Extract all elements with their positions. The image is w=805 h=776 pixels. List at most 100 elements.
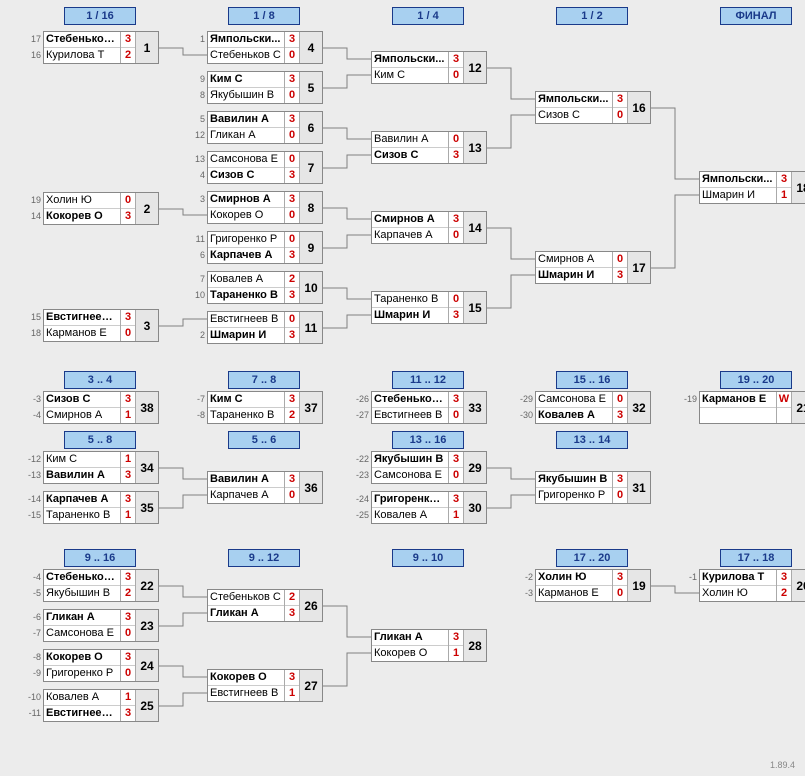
seed: 19 — [27, 193, 41, 208]
player-name: Евстигнеев В — [44, 706, 120, 721]
player-name: Вавилин А — [208, 112, 284, 128]
player-name: Тараненко В — [44, 508, 120, 523]
player-name: Смирнов А — [44, 408, 120, 423]
seed: -23 — [355, 468, 369, 483]
round-header: 11 .. 12 — [392, 371, 464, 389]
score: 0 — [285, 128, 299, 143]
score: 0 — [285, 88, 299, 103]
round-header: 1 / 8 — [228, 7, 300, 25]
seed: 18 — [27, 326, 41, 341]
match-number: 6 — [299, 112, 322, 143]
player-name: Карпачев А — [208, 248, 284, 263]
player-name: Вавилин А — [372, 132, 448, 148]
player-name: Шмарин И — [536, 268, 612, 283]
player-name: Стебеньков С — [372, 392, 448, 408]
player-name: Ковалев А — [208, 272, 284, 288]
score: 3 — [613, 92, 627, 108]
player-name: Кокорев О — [44, 650, 120, 666]
match-7: Самсонова ЕСизов С037 — [207, 151, 323, 184]
round-header: 15 .. 16 — [556, 371, 628, 389]
round-header: 9 .. 12 — [228, 549, 300, 567]
round-header: 5 .. 8 — [64, 431, 136, 449]
round-header: 1 / 2 — [556, 7, 628, 25]
seed: 15 — [27, 310, 41, 325]
match-number: 8 — [299, 192, 322, 223]
match-23: Гликан АСамсонова Е3023 — [43, 609, 159, 642]
score: 3 — [121, 610, 135, 626]
seed: 13 — [191, 152, 205, 167]
match-26: Стебеньков СГликан А2326 — [207, 589, 323, 622]
player-name: Якубышин В — [536, 472, 612, 488]
round-header: ФИНАЛ — [720, 7, 792, 25]
seed: -13 — [27, 468, 41, 483]
seed: 9 — [191, 72, 205, 87]
player-name: Карпачев А — [372, 228, 448, 243]
player-name: Тараненко В — [208, 408, 284, 423]
score: 3 — [121, 468, 135, 483]
match-31: Якубышин ВГригоренко Р3031 — [535, 471, 651, 504]
score: 3 — [285, 32, 299, 48]
match-13: Вавилин АСизов С0313 — [371, 131, 487, 164]
seed: -3 — [519, 586, 533, 601]
seed: -14 — [27, 492, 41, 507]
player-name: Ямпольски... — [700, 172, 776, 188]
player-name: Самсонова Е — [372, 468, 448, 483]
match-number: 21 — [791, 392, 805, 423]
player-name: Ким С — [372, 68, 448, 83]
match-33: Стебеньков СЕвстигнеев В3033 — [371, 391, 487, 424]
score: 3 — [613, 268, 627, 283]
seed: -9 — [27, 666, 41, 681]
seed: 4 — [191, 168, 205, 183]
score: 3 — [613, 570, 627, 586]
player-name: Самсонова Е — [536, 392, 612, 408]
seed: -5 — [27, 586, 41, 601]
seed: 5 — [191, 112, 205, 127]
player-name: Стебеньков С — [208, 590, 284, 606]
player-name: Ямпольски... — [208, 32, 284, 48]
score: 0 — [449, 132, 463, 148]
player-name: Самсонова Е — [208, 152, 284, 168]
score: 1 — [121, 690, 135, 706]
seed: -2 — [519, 570, 533, 585]
score: 3 — [285, 288, 299, 303]
player-name: Вавилин А — [208, 472, 284, 488]
round-header: 1 / 4 — [392, 7, 464, 25]
player-name: Кокорев О — [372, 646, 448, 661]
player-name: Карпачев А — [208, 488, 284, 503]
match-number: 38 — [135, 392, 158, 423]
player-name: Ямпольски... — [372, 52, 448, 68]
round-header: 3 .. 4 — [64, 371, 136, 389]
seed: 14 — [27, 209, 41, 224]
score: 3 — [121, 706, 135, 721]
player-name: Евстигнеев В — [372, 408, 448, 423]
score: 3 — [285, 328, 299, 343]
player-name: Карманов Е — [536, 586, 612, 601]
score: 3 — [449, 392, 463, 408]
seed: -19 — [683, 392, 697, 407]
player-name: Гликан А — [44, 610, 120, 626]
player-name: Григоренко Р — [44, 666, 120, 681]
version-label: 1.89.4 — [770, 760, 795, 770]
score: 3 — [449, 212, 463, 228]
round-header: 5 .. 6 — [228, 431, 300, 449]
score: 1 — [285, 686, 299, 701]
match-number: 5 — [299, 72, 322, 103]
seed: 3 — [191, 192, 205, 207]
match-number: 33 — [463, 392, 486, 423]
score: 3 — [285, 472, 299, 488]
seed: -30 — [519, 408, 533, 423]
match-number: 16 — [627, 92, 650, 123]
score: 1 — [121, 452, 135, 468]
player-name: Ковалев А — [44, 690, 120, 706]
score: 0 — [121, 193, 135, 209]
match-24: Кокорев ОГригоренко Р3024 — [43, 649, 159, 682]
player-name: Шмарин И — [372, 308, 448, 323]
player-name: Холин Ю — [44, 193, 120, 209]
match-2: Холин ЮКокорев О032 — [43, 192, 159, 225]
round-header: 17 .. 18 — [720, 549, 792, 567]
match-number: 17 — [627, 252, 650, 283]
player-name: Стебеньков С — [44, 570, 120, 586]
round-header: 13 .. 14 — [556, 431, 628, 449]
match-30: Григоренко РКовалев А3130 — [371, 491, 487, 524]
round-header: 13 .. 16 — [392, 431, 464, 449]
